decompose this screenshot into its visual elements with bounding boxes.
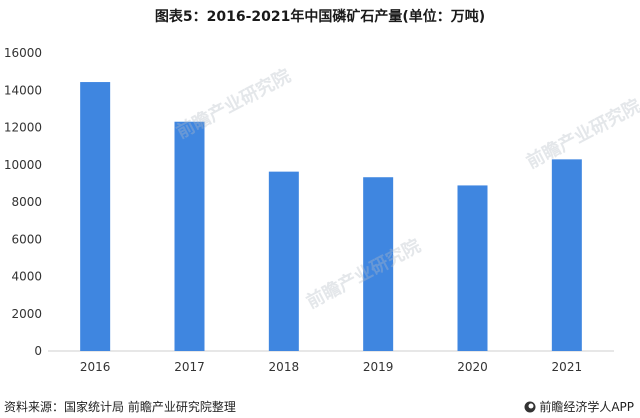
brand-text: 前瞻经济学人APP [539,400,634,414]
bar-2018 [268,171,299,351]
bars [80,82,582,352]
y-tick-label: 10000 [4,158,42,172]
x-tick-label: 2018 [269,360,300,374]
y-tick-label: 4000 [11,270,42,284]
source-note: 资料来源：国家统计局 前瞻产业研究院整理 [4,400,236,414]
bar-2021 [551,159,582,351]
x-axis: 2016 2017 2018 2019 2020 2021 [48,350,614,374]
bar-2019 [363,177,394,351]
x-tick-label: 2021 [552,360,583,374]
x-tick-label: 2016 [80,360,111,374]
y-tick-label: 0 [34,344,42,358]
y-tick-label: 14000 [4,83,42,97]
y-tick-label: 16000 [4,46,42,60]
y-tick-label: 8000 [11,195,42,209]
x-tick-label: 2019 [363,360,394,374]
chart-title: 图表5：2016-2021年中国磷矿石产量(单位：万吨) [154,9,486,25]
x-tick-label: 2017 [174,360,205,374]
brand-logo-icon [524,401,536,412]
bar-2017 [174,121,205,351]
brand-label: 前瞻经济学人APP [524,398,634,415]
bar-2020 [457,185,488,351]
y-tick-label: 2000 [11,307,42,321]
y-tick-label: 12000 [4,121,42,135]
y-tick-label: 6000 [11,232,42,246]
y-axis: 0 2000 4000 6000 8000 10000 12000 14000 16000 [4,46,42,358]
x-tick-label: 2020 [457,360,488,374]
bar-2016 [80,82,111,352]
